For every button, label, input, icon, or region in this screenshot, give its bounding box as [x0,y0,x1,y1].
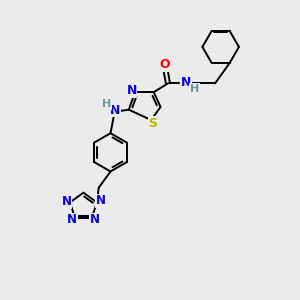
Text: N: N [181,76,192,89]
Text: N: N [61,195,71,208]
Text: O: O [160,58,170,71]
Text: S: S [148,117,157,130]
Text: N: N [90,213,100,226]
Text: N: N [95,194,105,208]
Text: H: H [190,84,199,94]
Text: N: N [110,104,120,117]
Text: N: N [126,84,137,97]
Text: N: N [67,213,77,226]
Text: H: H [102,99,112,109]
